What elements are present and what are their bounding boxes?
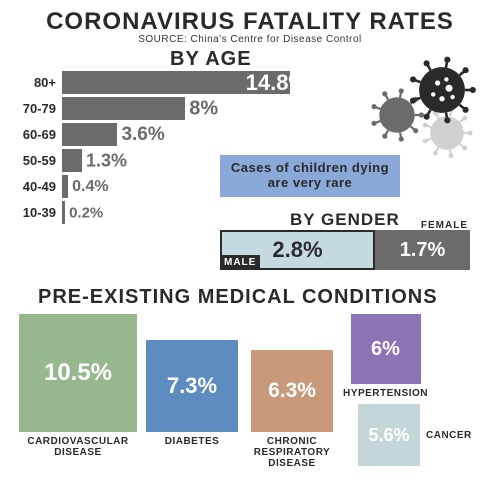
age-value-label: 8% [189,97,218,120]
condition-item: 10.5% CARDIOVASCULAR DISEASE [18,314,138,458]
age-bar [62,123,117,146]
age-category-label: 40-49 [14,179,62,194]
condition-item: 6.3% CHRONIC RESPIRATORY DISEASE [246,350,338,469]
condition-block: 7.3% [146,340,238,432]
by-gender-heading: BY GENDER [290,210,400,230]
condition-value: 10.5% [44,359,112,387]
condition-item: 6% HYPERTENSION [338,314,433,399]
condition-value: 7.3% [167,373,217,399]
age-value-label: 3.6% [121,124,164,146]
gender-male-tag: MALE [220,255,260,270]
age-bar [62,175,68,198]
age-value-label: 0.4% [72,178,108,196]
age-bar [62,201,65,224]
gender-male-value: 2.8% [272,237,322,263]
age-row: 60-69 3.6% [14,122,314,147]
condition-block: 5.6% [358,404,420,466]
condition-block: 6% [351,314,421,384]
condition-block: 6.3% [251,350,333,432]
age-value-label: 0.2% [69,204,103,221]
age-category-label: 50-59 [14,153,62,168]
condition-value: 6.3% [268,379,316,403]
gender-male-segment: 2.8% MALE [220,230,375,270]
condition-item: 7.3% DIABETES [146,340,238,447]
condition-label: HYPERTENSION [338,388,433,399]
conditions-chart: 10.5% CARDIOVASCULAR DISEASE 7.3% DIABETES 6… [18,314,482,494]
condition-item: 5.6% CANCER [358,404,478,466]
age-row: 70-79 8% [14,96,314,121]
gender-female-segment: 1.7%FEMALE [375,230,470,270]
age-row: 80+ 14.8% [14,70,314,95]
gender-chart: 2.8% MALE 1.7%FEMALE [220,230,470,270]
age-row: 10-39 0.2% [14,200,314,225]
age-value-label: 14.8% [246,70,308,96]
age-category-label: 60-69 [14,127,62,142]
age-category-label: 80+ [14,75,62,90]
gender-female-value: 1.7% [400,239,446,262]
age-category-label: 70-79 [14,101,62,116]
gender-female-tag: FEMALE [417,218,472,233]
condition-value: 5.6% [368,425,409,446]
age-value-label: 1.3% [86,150,127,171]
virus-icon [360,50,490,160]
condition-label: CHRONIC RESPIRATORY DISEASE [246,436,338,469]
condition-label: CARDIOVASCULAR DISEASE [18,436,138,458]
age-bar [62,149,82,172]
age-category-label: 10-39 [14,205,62,220]
page-title: CORONAVIRUS FATALITY RATES [0,0,500,36]
condition-label: CANCER [426,430,472,441]
age-bar [62,97,185,120]
condition-value: 6% [371,338,400,361]
by-age-heading: BY AGE [170,48,252,71]
condition-block: 10.5% [19,314,137,432]
conditions-heading: PRE-EXISTING MEDICAL CONDITIONS [38,286,438,309]
age-bar-chart: 80+ 14.8% 70-79 8% 60-69 3.6% 50-59 1.3% 40-49 0.… [14,70,314,226]
children-callout: Cases of children dying are very rare [220,155,400,197]
condition-label: DIABETES [146,436,238,447]
